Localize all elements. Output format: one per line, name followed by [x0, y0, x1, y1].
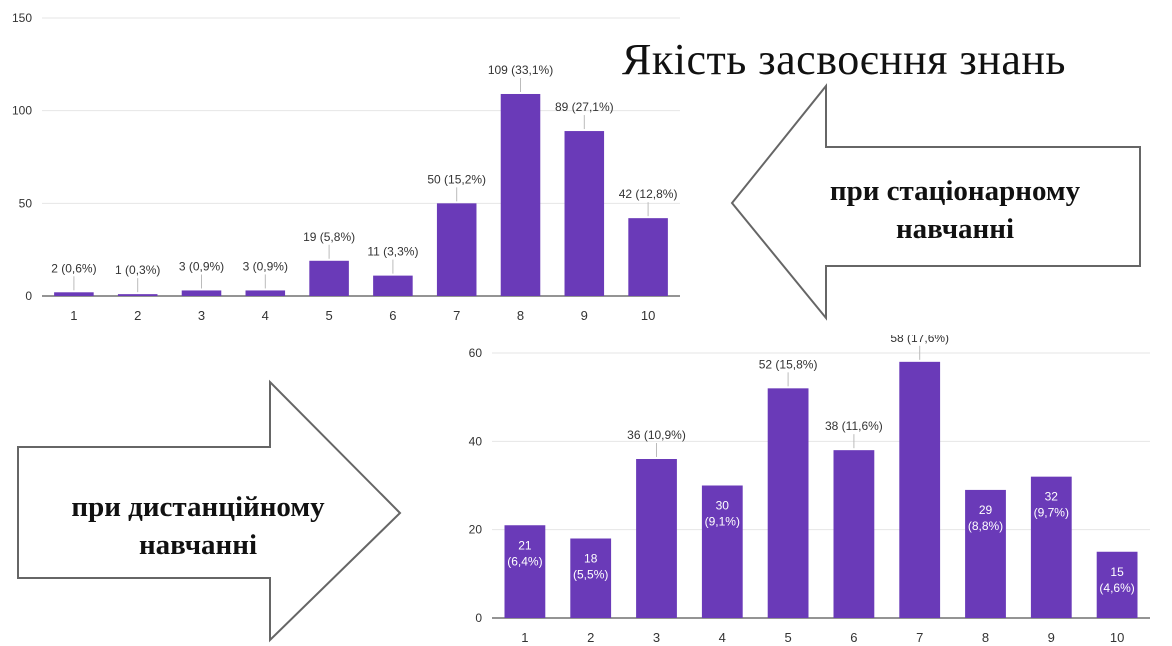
- distance-bar: [1030, 476, 1072, 618]
- stationary-bar: [54, 292, 94, 296]
- distance-x-tick-label: 9: [1048, 630, 1055, 645]
- distance-data-label: 30 (9,1%): [705, 499, 740, 529]
- stationary-x-tick-label: 9: [581, 308, 588, 323]
- stationary-x-tick-label: 4: [262, 308, 269, 323]
- distance-bar: [1096, 551, 1138, 618]
- distance-x-tick-label: 3: [653, 630, 660, 645]
- distance-bar-chart: 0 20 40 60 1 21 (6,4%) 2 18 (5,5%) 3 36 (10,9%) 4 30(…: [469, 335, 1150, 645]
- distance-bar: [701, 485, 743, 618]
- distance-data-label: 15 (4,6%): [1099, 565, 1134, 595]
- stationary-x-tick-label: 6: [389, 308, 396, 323]
- distance-x-tick-label: 1: [521, 630, 528, 645]
- stationary-y-tick-label: 50: [19, 196, 33, 210]
- stationary-data-label: 11 (3,3%): [367, 245, 418, 259]
- stationary-bar: [245, 290, 286, 296]
- stationary-data-label: 3 (0,9%): [179, 259, 224, 273]
- stationary-x-tick-label: 10: [641, 308, 655, 323]
- stationary-y-tick-label: 150: [12, 11, 32, 25]
- distance-data-label: 32 (9,7%): [1034, 490, 1069, 520]
- stationary-x-tick-label: 1: [70, 308, 77, 323]
- stationary-bar: [117, 294, 158, 296]
- stationary-data-label: 2 (0,6%): [51, 261, 96, 275]
- left-arrow-shape: [730, 83, 1141, 321]
- distance-data-label: 58 (17,6%): [890, 335, 949, 345]
- distance-x-tick-label: 7: [916, 630, 923, 645]
- distance-bar: [570, 538, 612, 618]
- distance-label-line2: навчанні: [138, 529, 258, 561]
- stationary-bar: [564, 131, 605, 296]
- distance-x-tick-label: 6: [850, 630, 857, 645]
- distance-x-tick-label: 5: [784, 630, 791, 645]
- distance-bar: [965, 489, 1006, 618]
- page-title: Якість засвоєння знань: [622, 35, 1066, 84]
- stationary-data-label: 109 (33,1%): [488, 63, 553, 77]
- distance-bar: [767, 388, 809, 618]
- stationary-arrow-label: при стаціонарному навчанні: [790, 172, 1120, 248]
- distance-x-tick-label: 2: [587, 630, 594, 645]
- stationary-data-label: 19 (5,8%): [303, 230, 355, 244]
- distance-label-line1: при дистанційному: [71, 491, 325, 523]
- distance-data-label: 38 (11,6%): [825, 419, 883, 433]
- distance-x-tick-label: 8: [982, 630, 989, 645]
- stationary-y-tick-label: 100: [12, 104, 32, 118]
- distance-data-label: 36 (10,9%): [627, 428, 686, 442]
- stationary-label-line2: навчанні: [895, 213, 1015, 245]
- distance-data-label: 52 (15,8%): [759, 357, 818, 371]
- stationary-bar-chart: 0 50 100 150 1 2 (0,6%) 2 1 (0,3%) 3 3 (0,9%) 4 3 (…: [12, 11, 680, 323]
- distance-y-tick-label: 60: [469, 346, 483, 360]
- stationary-x-tick-label: 2: [134, 308, 141, 323]
- distance-bar: [833, 450, 875, 618]
- stationary-bar: [181, 290, 222, 296]
- distance-data-label: 29 (8,8%): [968, 503, 1003, 533]
- distance-bar: [899, 361, 941, 618]
- distance-y-tick-label: 0: [475, 611, 482, 625]
- stationary-data-label: 89 (27,1%): [555, 100, 614, 114]
- distance-bar: [504, 525, 546, 618]
- stationary-bar: [628, 218, 668, 296]
- stationary-x-tick-label: 8: [517, 308, 524, 323]
- stationary-bar: [373, 275, 413, 296]
- distance-x-tick-label: 4: [719, 630, 726, 645]
- stationary-data-label: 50 (15,2%): [427, 172, 486, 186]
- stationary-data-label: 3 (0,9%): [243, 259, 288, 273]
- stationary-x-tick-label: 5: [325, 308, 332, 323]
- stationary-data-label: 1 (0,3%): [115, 263, 160, 277]
- stationary-bar: [309, 260, 349, 296]
- right-arrow-shape: [17, 379, 402, 643]
- distance-y-tick-label: 20: [469, 523, 483, 537]
- distance-data-label: 18 (5,5%): [573, 552, 608, 582]
- stationary-bar: [500, 93, 541, 296]
- distance-bar: [636, 459, 677, 618]
- stationary-x-tick-label: 3: [198, 308, 205, 323]
- stationary-data-label: 42 (12,8%): [619, 187, 678, 201]
- stationary-label-line1: при стаціонарному: [829, 175, 1081, 207]
- distance-data-label: 21 (6,4%): [507, 538, 542, 568]
- stationary-x-tick-label: 7: [453, 308, 460, 323]
- stationary-bar: [436, 203, 477, 296]
- stationary-y-tick-label: 0: [25, 289, 32, 303]
- distance-x-tick-label: 10: [1110, 630, 1124, 645]
- distance-y-tick-label: 40: [469, 434, 483, 448]
- distance-arrow-label: при дистанційному навчанні: [18, 488, 378, 564]
